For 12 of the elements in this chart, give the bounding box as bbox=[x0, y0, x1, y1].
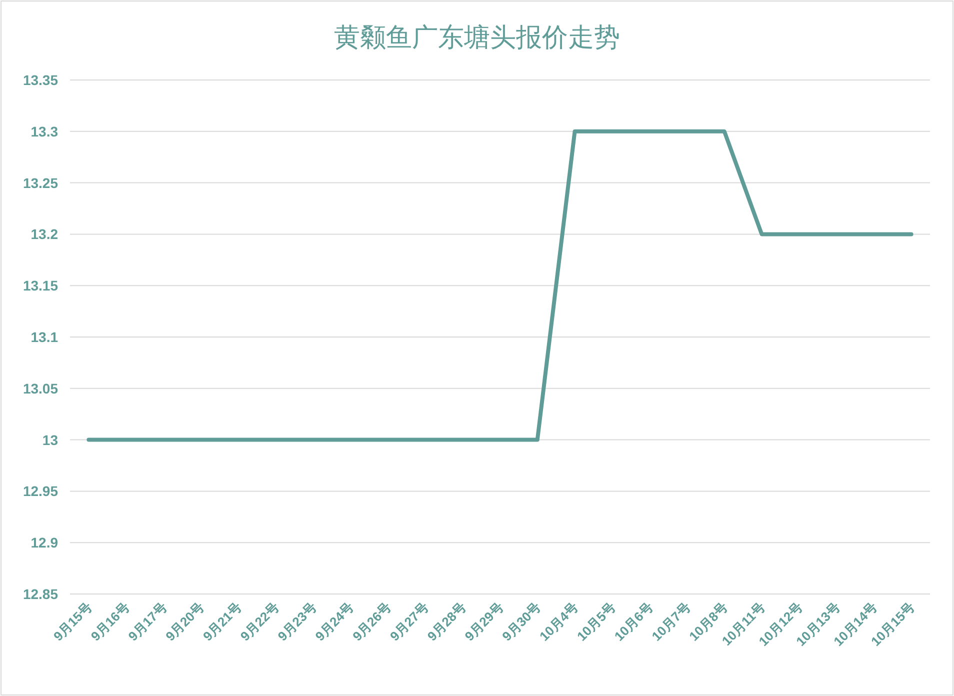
y-tick-label: 12.9 bbox=[30, 534, 58, 551]
y-tick-label: 13.3 bbox=[30, 123, 58, 140]
y-tick-label: 13 bbox=[42, 432, 58, 448]
y-tick-label: 12.85 bbox=[22, 586, 58, 602]
y-tick-label: 13.05 bbox=[22, 380, 58, 396]
y-tick-label: 13.2 bbox=[30, 226, 58, 242]
y-tick-label: 12.95 bbox=[22, 483, 58, 500]
y-tick-label: 13.35 bbox=[22, 72, 58, 88]
chart-title: 黄颡鱼广东塘头报价走势 bbox=[334, 23, 620, 52]
y-tick-label: 13.1 bbox=[30, 329, 58, 345]
y-tick-label: 13.25 bbox=[22, 174, 58, 191]
y-tick-label: 13.15 bbox=[22, 278, 58, 294]
